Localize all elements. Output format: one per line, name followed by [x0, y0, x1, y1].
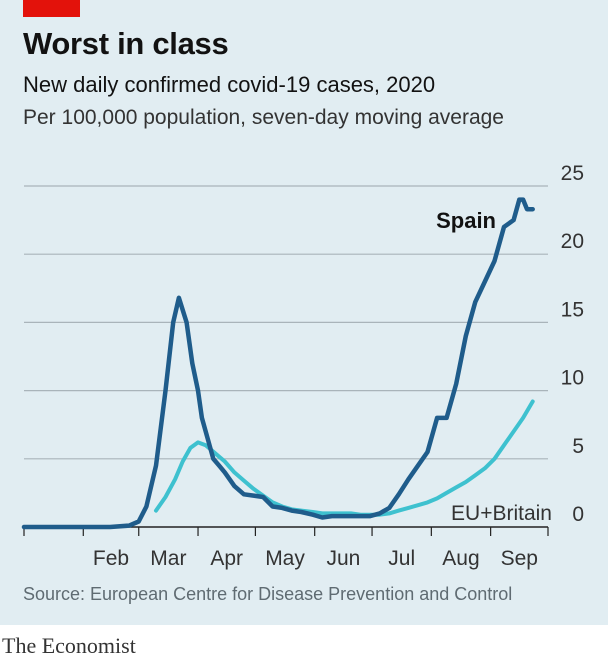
y-tick-label-25: 25 — [561, 162, 584, 185]
source-note: Source: European Centre for Disease Prev… — [23, 584, 513, 604]
x-tick-label-feb: Feb — [93, 547, 129, 570]
series-line-spain — [21, 197, 535, 530]
x-tick-label-aug: Aug — [442, 547, 479, 570]
series-lines — [21, 197, 535, 530]
x-tick-label-jun: Jun — [326, 547, 360, 570]
gridlines — [24, 185, 548, 460]
chart-panel: Worst in class New daily confirmed covid… — [0, 0, 608, 625]
x-tick-label-apr: Apr — [210, 547, 243, 570]
brand-wordmark: The Economist — [2, 633, 136, 658]
y-tick-label-0: 0 — [572, 503, 584, 526]
series-labels: Spain EU+Britain — [436, 208, 552, 525]
brand-red-bar — [23, 0, 80, 17]
y-tick-label-10: 10 — [561, 367, 584, 390]
series-label-eu-britain: EU+Britain — [451, 502, 552, 525]
x-tick-label-mar: Mar — [150, 547, 186, 570]
x-tick-label-jul: Jul — [388, 547, 415, 570]
y-tick-label-5: 5 — [572, 435, 584, 458]
x-tick-label-sep: Sep — [501, 547, 538, 570]
x-axis: Feb Mar Apr May Jun Jul Aug Sep — [23, 526, 549, 570]
y-tick-labels: 0 5 10 15 20 25 — [561, 162, 584, 526]
y-tick-label-15: 15 — [561, 298, 584, 321]
x-tick-label-may: May — [265, 547, 305, 570]
series-label-spain: Spain — [436, 208, 496, 233]
chart-subsubtitle: Per 100,000 population, seven-day moving… — [23, 106, 504, 129]
chart-title: Worst in class — [23, 26, 229, 61]
line-chart: 0 5 10 15 20 25 Feb Mar Apr May Jun Jul Aug Sep Spai… — [21, 162, 584, 570]
y-tick-label-20: 20 — [561, 230, 584, 253]
chart-subtitle: New daily confirmed covid-19 cases, 2020 — [23, 72, 436, 97]
